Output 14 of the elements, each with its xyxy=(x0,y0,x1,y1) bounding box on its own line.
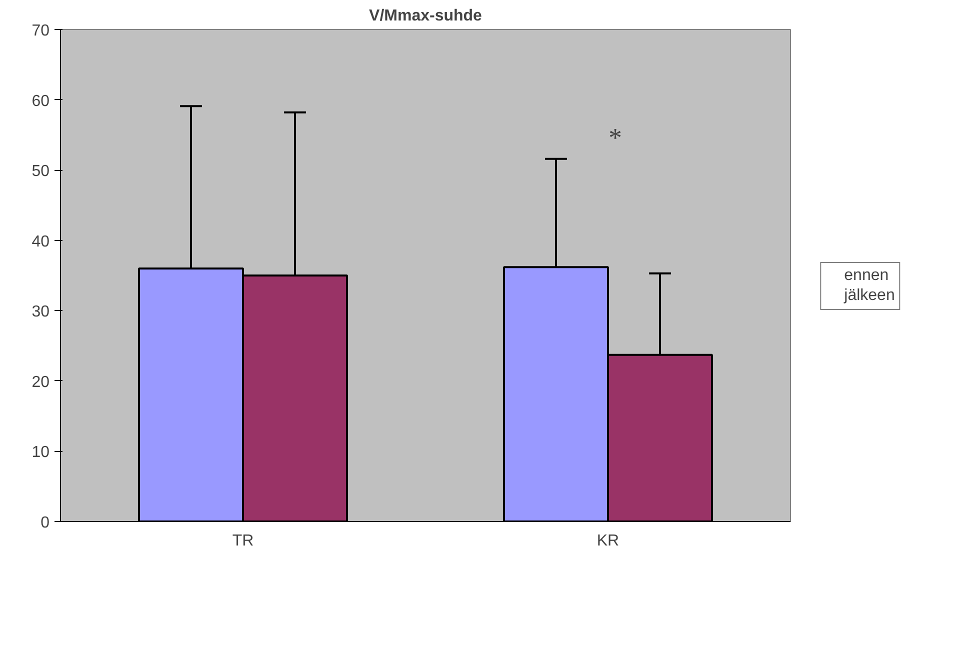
x-tick-label: KR xyxy=(596,532,620,550)
y-tick-label: 60 xyxy=(32,92,50,110)
annotation: * xyxy=(608,122,622,153)
y-tick-label: 50 xyxy=(32,163,50,180)
y-tick-label: 30 xyxy=(32,304,50,321)
y-tick-label: 0 xyxy=(40,514,50,532)
x-tick-label: TR xyxy=(232,532,254,550)
text: ennen xyxy=(844,266,889,284)
y-tick-label: 40 xyxy=(32,233,50,250)
chart-title: V/Mmax-suhde xyxy=(369,8,482,24)
y-tick-label: 70 xyxy=(32,22,50,40)
y-tick-label: 10 xyxy=(32,444,50,462)
y-tick-label: 20 xyxy=(32,374,50,391)
text: jälkeen xyxy=(844,286,895,304)
